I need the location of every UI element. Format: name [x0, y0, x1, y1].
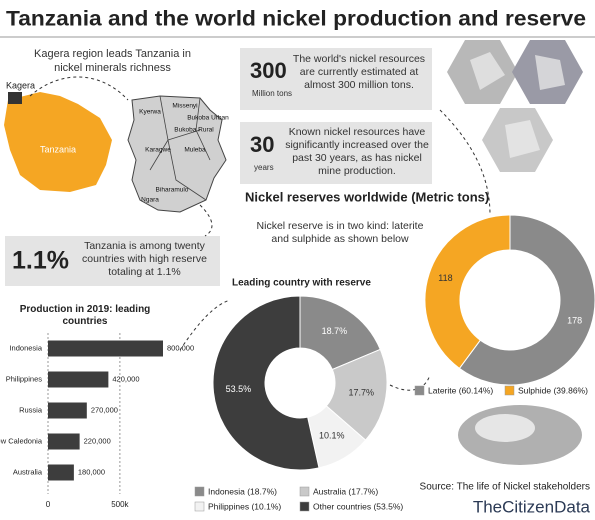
legend-label: Laterite (60.14%)	[428, 385, 493, 395]
legend-swatch	[504, 385, 515, 396]
chart-title: Nickel reserves worldwide (Metric tons)	[245, 189, 489, 204]
y-tick-label: Philippines	[6, 374, 43, 383]
slice	[424, 214, 511, 370]
title: Tanzania and the world nickel production…	[6, 8, 586, 31]
x-tick-label: 500k	[111, 500, 129, 509]
connector	[439, 109, 491, 216]
nickel-highlight	[470, 52, 565, 158]
district-label: Ngara	[141, 197, 159, 204]
connector	[199, 204, 213, 237]
value-label: 220,000	[84, 436, 111, 445]
y-tick-label: Russia	[19, 405, 43, 414]
nickel-highlight	[475, 414, 535, 442]
value-label: 118	[438, 273, 452, 283]
y-tick-label: Australia	[13, 467, 43, 476]
value-label: 270,000	[91, 405, 118, 414]
legend-label: Philippines (10.1%)	[208, 501, 281, 511]
stat-box	[240, 48, 432, 110]
value-label: 10.1%	[319, 431, 345, 441]
legend-swatch	[194, 501, 205, 512]
stat-box	[240, 122, 432, 184]
source: Source: The life of Nickel stakeholders	[420, 482, 590, 493]
district-label: Missenyi	[172, 103, 197, 110]
stat-figure: 30	[250, 132, 274, 157]
stat-unit: Million tons	[252, 89, 292, 98]
district-label: Biharamulo	[156, 187, 189, 194]
value-label: 53.5%	[226, 384, 252, 394]
slice	[212, 295, 320, 471]
slice	[299, 295, 381, 371]
legend-label: Indonesia (18.7%)	[208, 486, 277, 496]
chart-title: Leading country with reserve	[232, 278, 371, 289]
tanzania-map	[4, 92, 112, 192]
region-label: Kagera	[6, 80, 35, 90]
stat-text: The world's nickel resources are current…	[292, 53, 426, 91]
chart-title: Production in 2019: leading countries	[19, 304, 151, 327]
legend-swatch	[194, 486, 205, 497]
stat-text: Tanzania is among twenty countries with …	[82, 240, 207, 278]
y-tick-label: New Caledonia	[0, 436, 43, 445]
legend-label: Australia (17.7%)	[313, 486, 378, 496]
stat-figure: 1.1%	[12, 247, 69, 275]
value-label: 178	[567, 316, 582, 326]
value-label: 17.7%	[348, 387, 374, 397]
district-label: Bukoba Urban	[187, 115, 229, 122]
country-label: Tanzania	[40, 144, 76, 154]
district-label: Muleba	[184, 147, 206, 154]
value-label: 420,000	[112, 374, 139, 383]
value-label: 800,000	[167, 343, 194, 352]
slice	[458, 214, 595, 386]
legend-swatch	[299, 501, 310, 512]
legend-label: Sulphide (39.86%)	[518, 385, 588, 395]
district-label: Karagwe	[145, 147, 171, 154]
legend-swatch	[414, 385, 425, 396]
stat-box	[5, 236, 220, 286]
bar	[48, 433, 80, 450]
connector	[179, 299, 231, 351]
district-borders	[149, 95, 211, 201]
map-title: Kagera region leads Tanzania in nickel m…	[34, 48, 191, 74]
bar	[48, 340, 163, 357]
legend-label: Other countries (53.5%)	[313, 501, 403, 511]
value-label: 18.7%	[322, 326, 348, 336]
kagera-mark	[8, 92, 22, 104]
district-label: Bukoba Rural	[174, 127, 214, 134]
stat-text: Known nickel resources have significantl…	[285, 126, 429, 177]
connector	[29, 76, 129, 101]
stat-unit: years	[254, 163, 274, 172]
bar	[48, 464, 74, 481]
x-tick-label: 0	[46, 500, 51, 509]
district-label: Kyerwa	[139, 109, 161, 116]
bar	[48, 402, 87, 419]
value-label: 180,000	[78, 467, 105, 476]
brand: TheCitizenData	[473, 497, 591, 516]
bar	[48, 371, 109, 388]
stat-figure: 300	[250, 58, 287, 83]
slice	[325, 348, 388, 441]
legend-swatch	[299, 486, 310, 497]
chart-subtitle: Nickel reserve is in two kind: laterite …	[256, 220, 424, 245]
y-tick-label: Indonesia	[9, 343, 42, 352]
